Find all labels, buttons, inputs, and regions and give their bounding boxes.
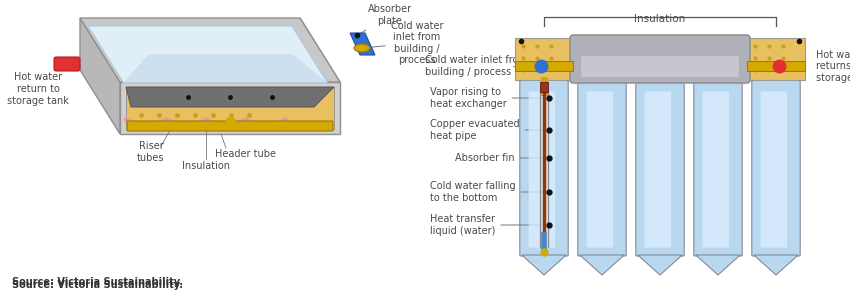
FancyBboxPatch shape: [694, 79, 742, 256]
FancyBboxPatch shape: [747, 38, 805, 80]
Polygon shape: [120, 82, 340, 134]
Text: Riser
tubes: Riser tubes: [137, 141, 165, 163]
Text: Heat transfer
liquid (water): Heat transfer liquid (water): [430, 214, 547, 236]
FancyBboxPatch shape: [578, 79, 626, 256]
Text: Cold water inlet from
building / process: Cold water inlet from building / process: [425, 55, 528, 77]
FancyBboxPatch shape: [570, 35, 750, 83]
FancyBboxPatch shape: [520, 79, 568, 256]
Polygon shape: [126, 87, 334, 129]
Polygon shape: [80, 18, 340, 82]
Polygon shape: [580, 255, 624, 275]
Polygon shape: [80, 18, 120, 134]
Text: Insulation: Insulation: [634, 14, 686, 24]
FancyBboxPatch shape: [636, 79, 684, 256]
Text: Cold water
inlet from
building /
process: Cold water inlet from building / process: [365, 21, 443, 65]
Ellipse shape: [354, 44, 370, 52]
Text: Cold water falling
to the bottom: Cold water falling to the bottom: [430, 181, 547, 203]
FancyBboxPatch shape: [761, 91, 787, 248]
Text: Header tube: Header tube: [216, 149, 276, 159]
Text: Hot water
returns to
storage tank: Hot water returns to storage tank: [816, 50, 850, 83]
Polygon shape: [123, 54, 327, 82]
Polygon shape: [126, 87, 334, 107]
FancyBboxPatch shape: [703, 91, 729, 248]
Text: Copper evacuated
heat pipe: Copper evacuated heat pipe: [430, 119, 547, 141]
FancyBboxPatch shape: [127, 121, 333, 131]
Text: Insulation: Insulation: [182, 161, 230, 171]
Text: Vapor rising to
heat exchanger: Vapor rising to heat exchanger: [430, 87, 547, 109]
Polygon shape: [300, 18, 340, 134]
FancyBboxPatch shape: [581, 56, 739, 77]
Polygon shape: [522, 255, 566, 275]
Text: Hot water
return to
storage tank: Hot water return to storage tank: [7, 72, 69, 105]
FancyBboxPatch shape: [751, 79, 800, 256]
FancyBboxPatch shape: [644, 91, 672, 248]
FancyBboxPatch shape: [540, 82, 548, 92]
FancyBboxPatch shape: [586, 91, 613, 248]
FancyBboxPatch shape: [515, 61, 573, 71]
FancyBboxPatch shape: [54, 57, 80, 71]
Polygon shape: [638, 255, 683, 275]
Text: Source: Victoria Sustainability.: Source: Victoria Sustainability.: [12, 280, 183, 290]
Polygon shape: [754, 255, 798, 275]
Polygon shape: [350, 33, 375, 55]
FancyBboxPatch shape: [515, 38, 573, 80]
Polygon shape: [696, 255, 740, 275]
Polygon shape: [88, 26, 327, 82]
Text: Absorber fin: Absorber fin: [455, 153, 547, 163]
FancyBboxPatch shape: [747, 61, 805, 71]
Text: Source: Victoria Sustainability.: Source: Victoria Sustainability.: [12, 277, 183, 287]
FancyBboxPatch shape: [529, 91, 555, 248]
Text: Absorber
plate: Absorber plate: [355, 4, 412, 37]
